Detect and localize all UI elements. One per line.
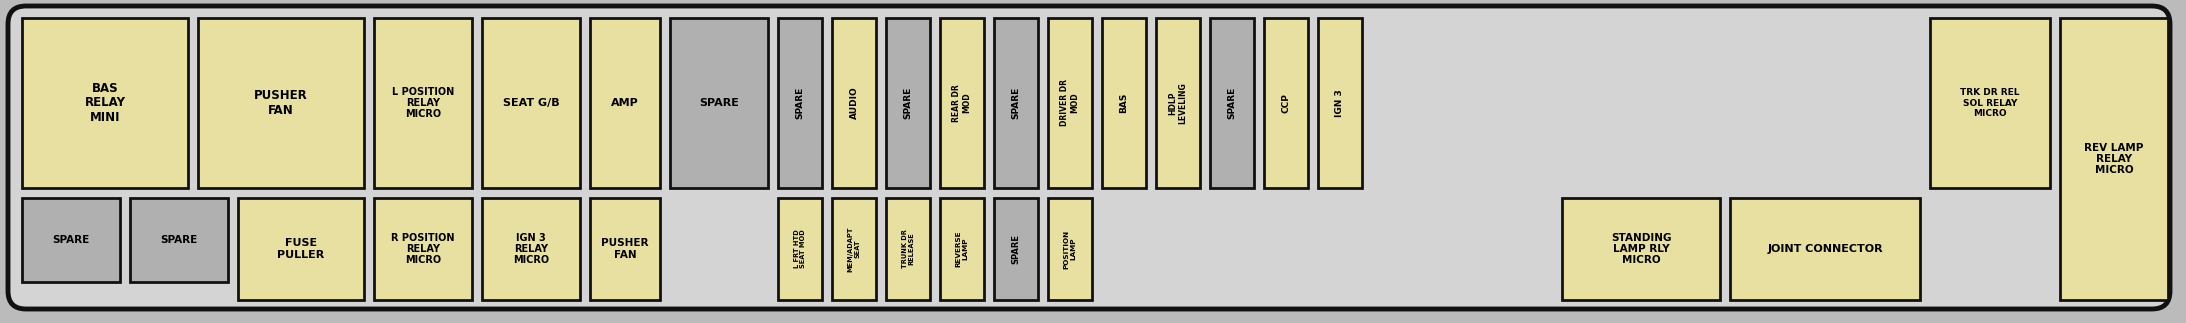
Text: REV LAMP
RELAY
MICRO: REV LAMP RELAY MICRO [2083,143,2144,175]
Text: SPARE: SPARE [796,87,804,119]
FancyBboxPatch shape [885,18,929,188]
Text: SPARE: SPARE [903,87,912,119]
FancyBboxPatch shape [590,198,660,300]
FancyBboxPatch shape [199,18,365,188]
FancyBboxPatch shape [1102,18,1145,188]
FancyBboxPatch shape [940,198,984,300]
FancyBboxPatch shape [778,18,822,188]
Text: L POSITION
RELAY
MICRO: L POSITION RELAY MICRO [391,87,455,119]
FancyBboxPatch shape [885,198,929,300]
FancyBboxPatch shape [1264,18,1307,188]
FancyBboxPatch shape [995,18,1038,188]
FancyBboxPatch shape [833,198,877,300]
Text: SPARE: SPARE [52,235,90,245]
FancyBboxPatch shape [1211,18,1255,188]
FancyBboxPatch shape [778,198,822,300]
FancyBboxPatch shape [1047,18,1093,188]
FancyBboxPatch shape [995,198,1038,300]
FancyBboxPatch shape [940,18,984,188]
FancyBboxPatch shape [481,18,579,188]
FancyBboxPatch shape [374,18,472,188]
FancyBboxPatch shape [22,18,188,188]
Text: DRIVER DR
MOD: DRIVER DR MOD [1060,79,1080,127]
FancyBboxPatch shape [374,198,472,300]
Text: IGN 3: IGN 3 [1336,89,1344,117]
Text: PUSHER
FAN: PUSHER FAN [601,238,649,260]
FancyBboxPatch shape [1563,198,1720,300]
Text: SEAT G/B: SEAT G/B [503,98,560,108]
Text: IGN 3
RELAY
MICRO: IGN 3 RELAY MICRO [514,233,549,265]
Text: AUDIO: AUDIO [850,87,859,120]
Text: BAS: BAS [1119,93,1128,113]
FancyBboxPatch shape [2059,18,2169,300]
FancyBboxPatch shape [1156,18,1200,188]
FancyBboxPatch shape [669,18,767,188]
Text: CCP: CCP [1281,93,1290,113]
Text: PUSHER
FAN: PUSHER FAN [254,89,308,117]
Text: MEM/ADAPT
SEAT: MEM/ADAPT SEAT [848,226,861,272]
FancyBboxPatch shape [481,198,579,300]
Text: STANDING
LAMP RLY
MICRO: STANDING LAMP RLY MICRO [1611,233,1672,265]
Text: SPARE: SPARE [1012,87,1021,119]
Text: TRK DR REL
SOL RELAY
MICRO: TRK DR REL SOL RELAY MICRO [1961,89,2020,118]
FancyBboxPatch shape [9,6,2171,309]
Text: POSITION
LAMP: POSITION LAMP [1065,229,1076,268]
Text: HDLP
LEVELING: HDLP LEVELING [1170,82,1187,124]
Text: JOINT CONNECTOR: JOINT CONNECTOR [1766,244,1882,254]
Text: REVERSE
LAMP: REVERSE LAMP [955,231,968,267]
FancyBboxPatch shape [238,198,365,300]
FancyBboxPatch shape [833,18,877,188]
Text: FUSE
PULLER: FUSE PULLER [278,238,326,260]
Text: SPARE: SPARE [1012,234,1021,264]
Text: REAR DR
MOD: REAR DR MOD [953,84,971,122]
Text: SPARE: SPARE [1229,87,1237,119]
Text: SPARE: SPARE [700,98,739,108]
Text: SPARE: SPARE [160,235,197,245]
FancyBboxPatch shape [1047,198,1093,300]
FancyBboxPatch shape [590,18,660,188]
Text: L FRT HTD
SEAT MOD: L FRT HTD SEAT MOD [794,230,807,268]
FancyBboxPatch shape [1729,198,1919,300]
FancyBboxPatch shape [129,198,227,282]
FancyBboxPatch shape [22,198,120,282]
Text: AMP: AMP [612,98,638,108]
FancyBboxPatch shape [1318,18,1362,188]
FancyBboxPatch shape [1930,18,2050,188]
Text: TRUNK DR
RELEASE: TRUNK DR RELEASE [901,230,914,268]
Text: R POSITION
RELAY
MICRO: R POSITION RELAY MICRO [391,233,455,265]
Text: BAS
RELAY
MINI: BAS RELAY MINI [85,82,125,124]
